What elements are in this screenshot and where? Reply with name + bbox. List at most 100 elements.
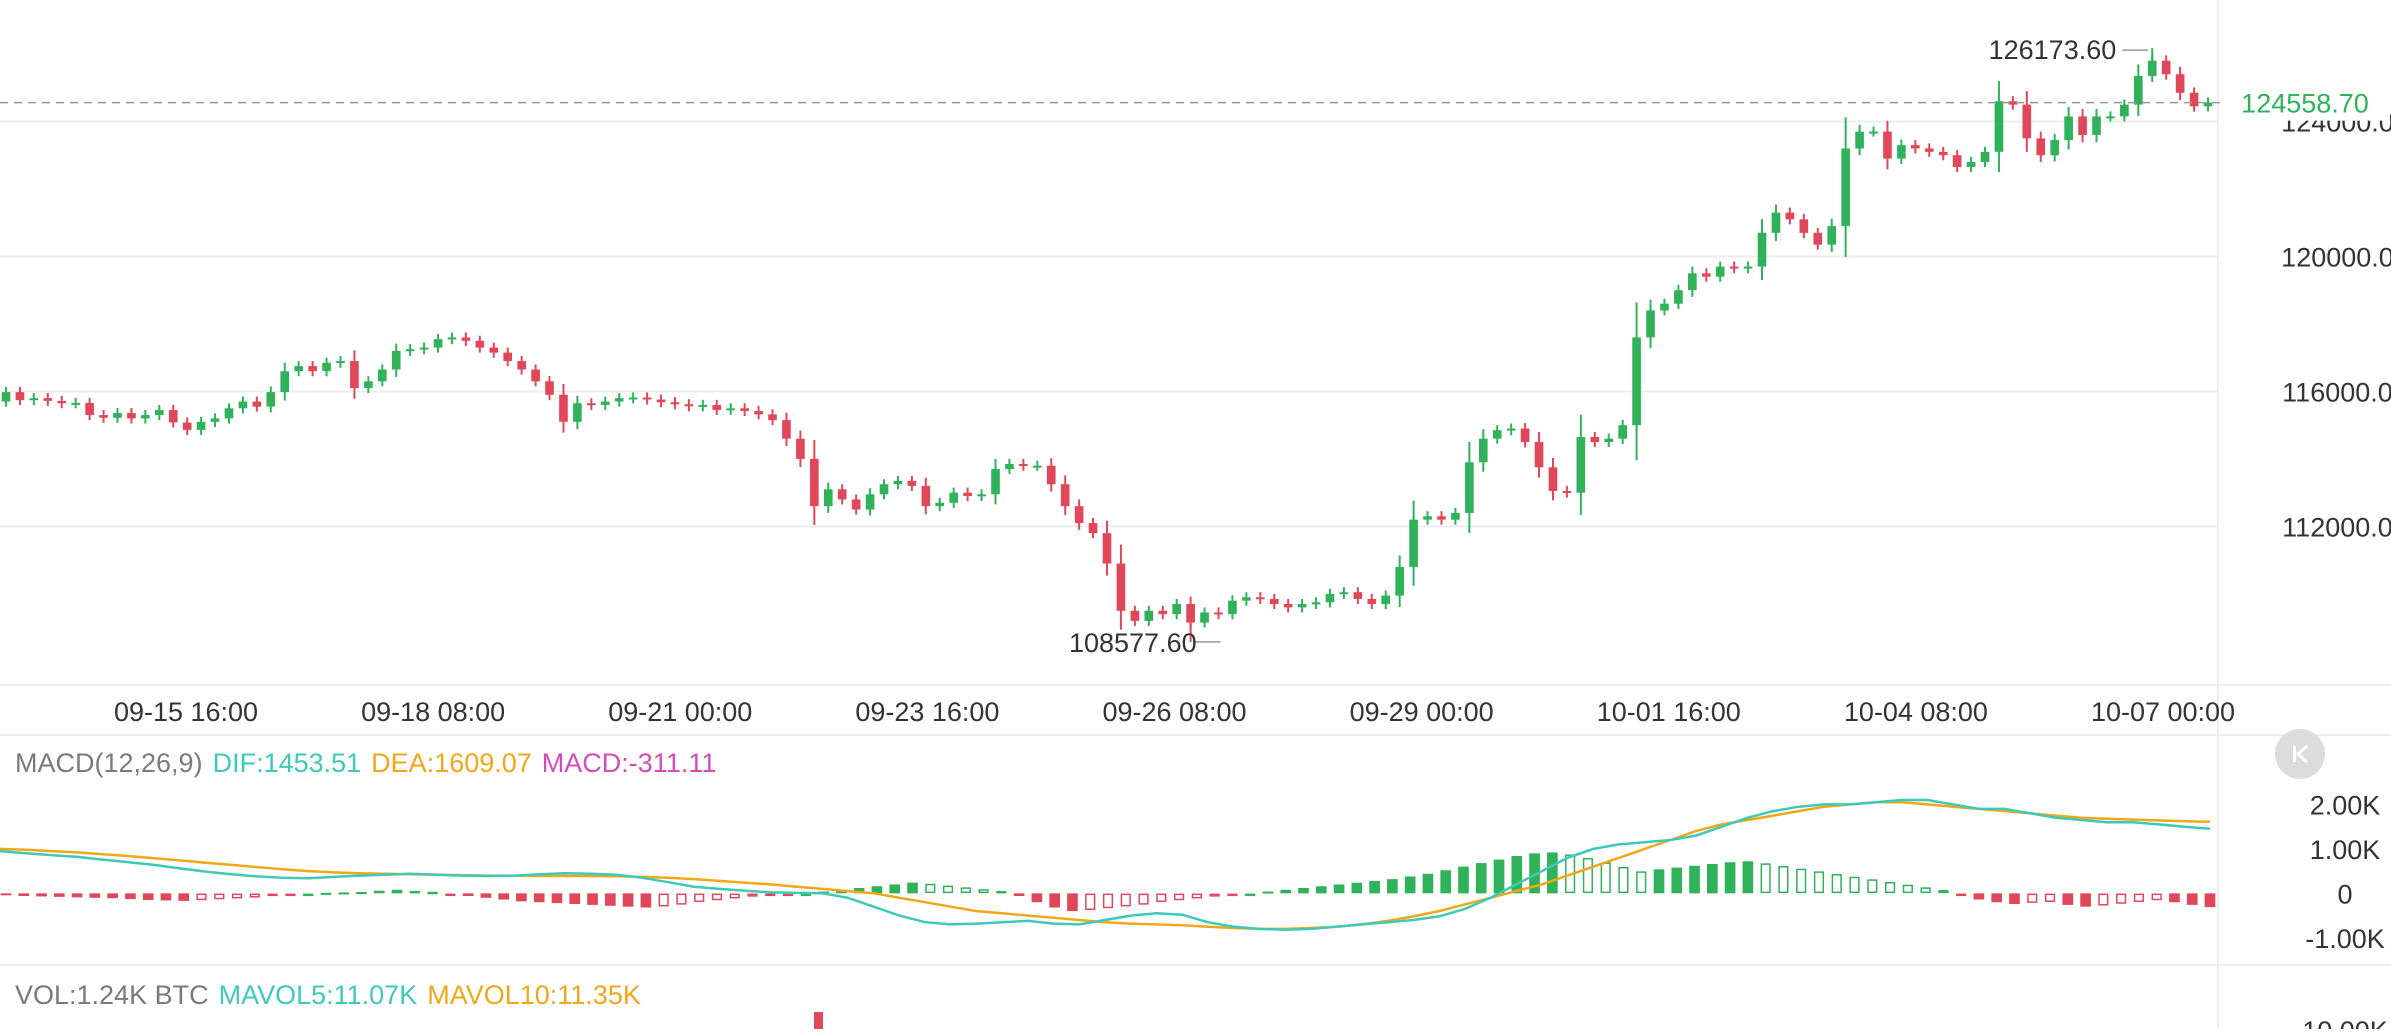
candle-body — [1297, 604, 1307, 608]
candle-body — [1715, 266, 1725, 277]
macd-histogram-bar — [1884, 882, 1896, 894]
macd-histogram-bar — [1724, 862, 1736, 894]
macd-tick-label: 1.00K — [2310, 835, 2381, 865]
candle-body — [336, 361, 345, 364]
macd-histogram-bar — [978, 889, 989, 894]
macd-histogram-bar — [1387, 879, 1398, 894]
macd-histogram-bar — [1120, 893, 1131, 907]
macd-histogram-bar — [1813, 871, 1825, 894]
candle-body — [1367, 598, 1377, 605]
candle-body — [628, 397, 638, 400]
candle-body — [322, 362, 331, 372]
macd-histogram-bar — [1298, 888, 1309, 894]
candle-body — [2050, 140, 2060, 156]
candle-body — [768, 414, 777, 421]
macd-histogram-bar — [1991, 893, 2003, 903]
candle-body — [154, 409, 164, 416]
volume-bar — [814, 1012, 823, 1029]
macd-histogram-bar — [907, 882, 918, 894]
macd-histogram-bar — [551, 893, 563, 904]
macd-histogram-bar — [1600, 862, 1611, 894]
candle-body — [1046, 465, 1056, 485]
macd-histogram-bar — [694, 893, 705, 902]
candle-body — [196, 421, 206, 430]
candle-body — [1590, 436, 1600, 443]
candle-body — [1381, 595, 1391, 605]
mavol5-label: MAVOL5:11.07K — [218, 980, 418, 1010]
macd-histogram-bar — [1636, 871, 1647, 894]
macd-histogram-bar — [498, 893, 510, 900]
candle-body — [893, 480, 903, 485]
candle-body — [2064, 116, 2073, 141]
candle-body — [1465, 462, 1474, 513]
candle-body — [1952, 155, 1962, 168]
candle-body — [1451, 512, 1460, 520]
candle-body — [726, 408, 736, 411]
macd-histogram-bar — [356, 892, 367, 894]
candle-body — [308, 366, 317, 372]
macd-histogram-bar — [89, 893, 101, 898]
candle-body — [1144, 610, 1154, 621]
macd-histogram-bar — [462, 893, 474, 896]
macd-histogram-bar — [1475, 863, 1487, 894]
macd-histogram-bar — [1404, 876, 1416, 894]
candle-body — [1938, 151, 1948, 156]
macd-histogram-bar — [0, 893, 12, 896]
dea-line — [0, 800, 2211, 931]
macd-histogram-bar — [2044, 893, 2056, 902]
macd-histogram-bar — [1245, 893, 1256, 897]
macd-histogram-bar — [1422, 873, 1434, 894]
macd-histogram-bar — [1138, 893, 1149, 905]
candle-body — [1827, 226, 1837, 245]
candle-body — [99, 415, 108, 418]
macd-histogram-bar — [1653, 869, 1665, 894]
candle-body — [1172, 604, 1182, 615]
macd-histogram-bar — [1742, 861, 1754, 894]
macd-histogram-bar — [214, 893, 225, 900]
candle-body — [1437, 516, 1446, 520]
candle-body — [698, 404, 708, 407]
candle-body — [2189, 92, 2199, 107]
time-tick-label: 09-15 16:00 — [114, 697, 258, 727]
macd-histogram-bar — [1102, 893, 1114, 909]
macd-histogram-bar — [711, 893, 723, 901]
macd-histogram-bar — [320, 892, 332, 895]
macd-histogram-bar — [516, 893, 527, 902]
candle-body — [1283, 604, 1293, 608]
candle-body — [684, 404, 694, 407]
macd-histogram-bar — [178, 893, 190, 901]
macd-histogram-bar — [1013, 893, 1025, 896]
macd-histogram-bar — [1938, 890, 1949, 894]
candle-body — [2120, 104, 2129, 117]
candle-body — [1534, 442, 1544, 468]
candle-body — [823, 489, 833, 507]
candle-body — [2022, 104, 2032, 139]
macd-histogram-bar — [1440, 870, 1452, 894]
candle-body — [2036, 138, 2046, 156]
macd-histogram-bar — [1493, 859, 1505, 894]
candle-body — [1980, 151, 1990, 162]
macd-params-label: MACD(12,26,9) — [15, 748, 203, 778]
candle-body — [238, 401, 248, 409]
macd-histogram-bar — [942, 885, 954, 894]
candle-body — [461, 337, 471, 341]
volume-legend: VOL:1.24K BTC MAVOL5:11.07K MAVOL10:11.35K — [15, 980, 651, 1011]
candle-body — [1242, 597, 1251, 601]
macd-histogram-bar — [658, 893, 669, 907]
candle-body — [489, 347, 499, 353]
candle-body — [600, 401, 610, 405]
candle-body — [810, 458, 819, 507]
candle-body — [1492, 430, 1502, 439]
candle-body — [2203, 102, 2213, 107]
candle-body — [1478, 438, 1488, 463]
macd-histogram-bar — [231, 893, 243, 899]
macd-histogram-bar — [338, 892, 350, 895]
macd-histogram-bar — [160, 893, 172, 901]
candle-body — [851, 499, 861, 510]
collapse-chart-button[interactable] — [2275, 729, 2325, 779]
macd-histogram-bar — [996, 890, 1007, 894]
macd-histogram-bar — [1582, 858, 1593, 894]
macd-histogram-bar — [1760, 863, 1771, 894]
candle-body — [2175, 74, 2185, 93]
